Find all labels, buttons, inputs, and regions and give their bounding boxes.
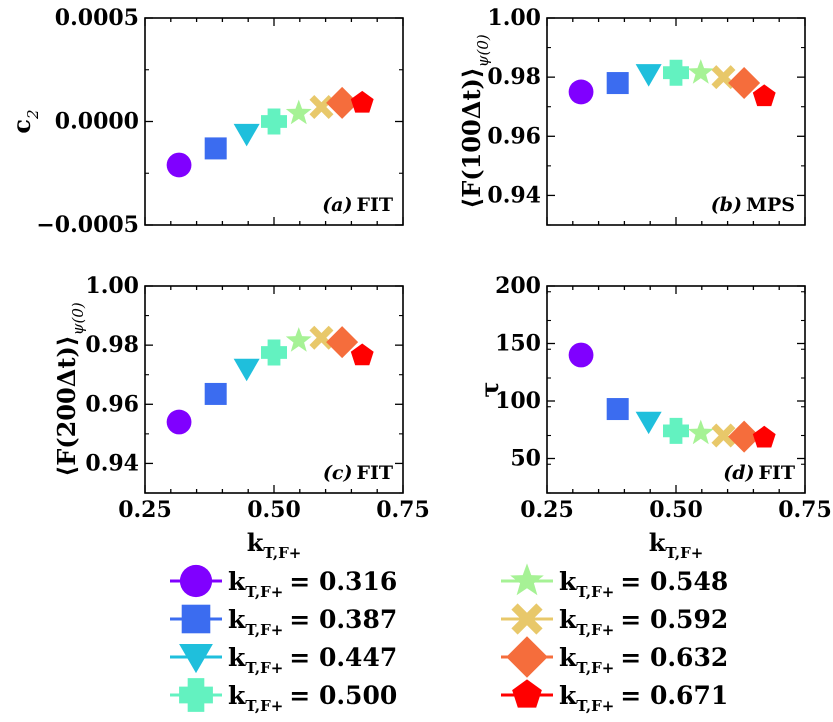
data-point: [350, 343, 374, 366]
y-tick-label: 0.96: [85, 391, 139, 417]
data-point: [711, 423, 736, 448]
data-point: [728, 420, 761, 453]
data-point: [204, 382, 227, 405]
legend-marker: [512, 679, 542, 708]
data-point: [204, 137, 227, 160]
y-tick-label: 0.96: [487, 123, 541, 149]
panel-label: (c) FIT: [323, 462, 393, 484]
y-axis-label: c2: [7, 109, 42, 133]
data-point: [663, 59, 689, 86]
data-point: [233, 123, 260, 147]
data-point: [568, 342, 594, 368]
y-tick-label: 0.94: [487, 182, 541, 208]
legend-label: kT,F+ = 0.500: [228, 681, 397, 715]
data-point: [635, 411, 662, 435]
legend-marker: [181, 604, 211, 634]
y-tick-label: 0.98: [85, 332, 139, 358]
legend-item: kT,F+ = 0.447: [170, 643, 397, 677]
legend-marker: [179, 678, 213, 712]
y-tick-label: 100: [495, 388, 541, 414]
legend-marker: [510, 563, 544, 596]
legend-item: kT,F+ = 0.592: [501, 603, 728, 639]
data-point: [285, 99, 312, 125]
data-point: [687, 59, 714, 84]
data-point: [166, 152, 192, 178]
y-tick-label: 0.0000: [55, 109, 139, 135]
data-point: [166, 409, 192, 435]
panel-b: 0.94 0.96 0.98 1.00 (b) MPS ⟨F(100Δt)⟩ψ(0): [457, 5, 806, 226]
legend-label: kT,F+ = 0.632: [559, 643, 728, 677]
data-point: [261, 108, 287, 135]
panel-label: (b) MPS: [711, 194, 795, 216]
legend-label: kT,F+ = 0.671: [559, 681, 728, 715]
y-tick-label: 0.94: [85, 450, 139, 476]
panel-label: (d) FIT: [723, 462, 795, 484]
x-tick-label: 0.75: [376, 497, 430, 523]
data-point: [663, 417, 689, 444]
data-point: [326, 326, 359, 359]
panel-c: 0.25 0.50 0.75 0.94 0.96 0.98 1.00 (c) FIT ⟨F(200…: [52, 273, 430, 562]
y-tick-label: 1.00: [85, 273, 139, 299]
legend-label: kT,F+ = 0.316: [228, 567, 397, 601]
x-tick-label: 0.25: [118, 497, 172, 523]
y-tick-label: 200: [495, 273, 541, 299]
data-point: [606, 72, 629, 95]
panel-a: −0.0005 0.0000 0.0005 (a) FIT c2: [7, 5, 404, 238]
legend-item: kT,F+ = 0.500: [170, 678, 397, 715]
data-point: [309, 325, 334, 350]
y-axis-label: ⟨F(200Δt)⟩ψ(0): [52, 302, 87, 477]
x-tick-label: 0.50: [247, 497, 301, 523]
panel-d: 0.25 0.50 0.75 50 100 150 200 (d) FIT τ kT,F+: [475, 273, 832, 562]
data-point: [752, 425, 776, 448]
panel-label: (a) FIT: [322, 194, 393, 216]
data-point: [687, 419, 714, 445]
x-tick-label: 0.25: [520, 497, 574, 523]
data-point: [285, 327, 312, 352]
legend-item: kT,F+ = 0.316: [170, 564, 397, 601]
legend-label: kT,F+ = 0.387: [228, 605, 397, 639]
y-tick-label: 50: [510, 446, 541, 472]
data-point: [635, 64, 662, 87]
y-tick-label: 150: [495, 331, 541, 357]
data-point: [606, 398, 629, 421]
x-tick-label: 0.75: [778, 497, 832, 523]
legend-marker: [179, 564, 213, 598]
y-tick-label: 0.98: [487, 64, 541, 90]
data-point: [309, 95, 334, 120]
legend-item: kT,F+ = 0.671: [501, 679, 728, 715]
y-tick-label: −0.0005: [36, 212, 139, 238]
legend-label: kT,F+ = 0.548: [559, 567, 728, 601]
data-point: [261, 339, 287, 366]
data-point: [728, 67, 761, 100]
legend-label: kT,F+ = 0.447: [228, 643, 397, 677]
y-axis-label: ⟨F(100Δt)⟩ψ(0): [457, 34, 492, 209]
data-point: [326, 86, 359, 119]
legend-item: kT,F+ = 0.632: [501, 636, 728, 678]
data-point: [752, 84, 776, 107]
legend-item: kT,F+ = 0.548: [501, 563, 728, 601]
legend-marker: [506, 636, 548, 678]
data-point: [350, 90, 374, 113]
y-tick-label: 1.00: [487, 5, 541, 31]
x-axis-label: kT,F+: [247, 528, 302, 562]
y-tick-label: 0.0005: [55, 5, 139, 31]
x-tick-label: 0.50: [649, 497, 703, 523]
legend-item: kT,F+ = 0.387: [170, 604, 397, 639]
legend-label: kT,F+ = 0.592: [559, 605, 728, 639]
y-axis-label: τ: [475, 381, 504, 397]
legend-marker: [511, 603, 543, 635]
x-axis-label: kT,F+: [649, 528, 704, 562]
data-point: [233, 358, 260, 382]
data-point: [568, 79, 594, 105]
legend: kT,F+ = 0.316 kT,F+ = 0.387 kT,F+ = 0.447 kT,F…: [170, 563, 728, 715]
legend-marker: [179, 644, 213, 674]
